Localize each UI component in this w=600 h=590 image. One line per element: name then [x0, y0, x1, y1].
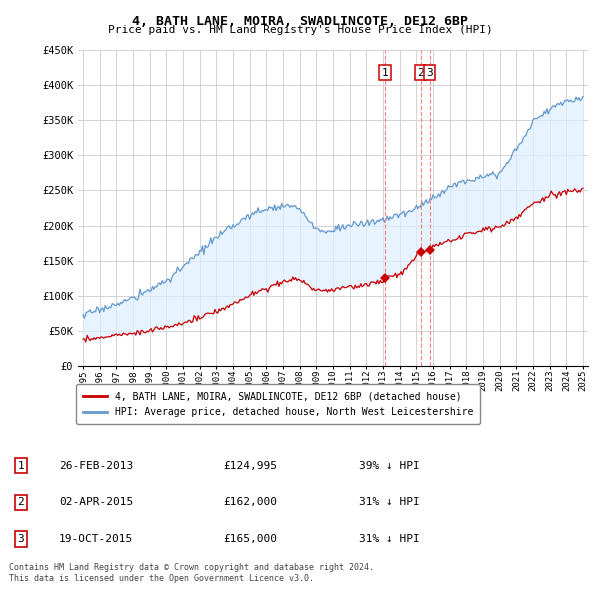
Text: 4, BATH LANE, MOIRA, SWADLINCOTE, DE12 6BP: 4, BATH LANE, MOIRA, SWADLINCOTE, DE12 6…	[132, 15, 468, 28]
Text: 31% ↓ HPI: 31% ↓ HPI	[359, 497, 419, 507]
Text: 19-OCT-2015: 19-OCT-2015	[59, 534, 133, 544]
Text: 2: 2	[417, 68, 424, 78]
Text: 1: 1	[382, 68, 388, 78]
Text: 3: 3	[426, 68, 433, 78]
Text: Contains HM Land Registry data © Crown copyright and database right 2024.: Contains HM Land Registry data © Crown c…	[9, 563, 374, 572]
Text: 1: 1	[17, 461, 24, 470]
Text: £124,995: £124,995	[224, 461, 278, 470]
Text: This data is licensed under the Open Government Licence v3.0.: This data is licensed under the Open Gov…	[9, 574, 314, 583]
Text: 26-FEB-2013: 26-FEB-2013	[59, 461, 133, 470]
Text: 2: 2	[17, 497, 24, 507]
Text: 02-APR-2015: 02-APR-2015	[59, 497, 133, 507]
Text: 31% ↓ HPI: 31% ↓ HPI	[359, 534, 419, 544]
Legend: 4, BATH LANE, MOIRA, SWADLINCOTE, DE12 6BP (detached house), HPI: Average price,: 4, BATH LANE, MOIRA, SWADLINCOTE, DE12 6…	[76, 385, 480, 424]
Text: 3: 3	[17, 534, 24, 544]
Text: Price paid vs. HM Land Registry's House Price Index (HPI): Price paid vs. HM Land Registry's House …	[107, 25, 493, 35]
Text: 39% ↓ HPI: 39% ↓ HPI	[359, 461, 419, 470]
Text: £162,000: £162,000	[224, 497, 278, 507]
Text: £165,000: £165,000	[224, 534, 278, 544]
